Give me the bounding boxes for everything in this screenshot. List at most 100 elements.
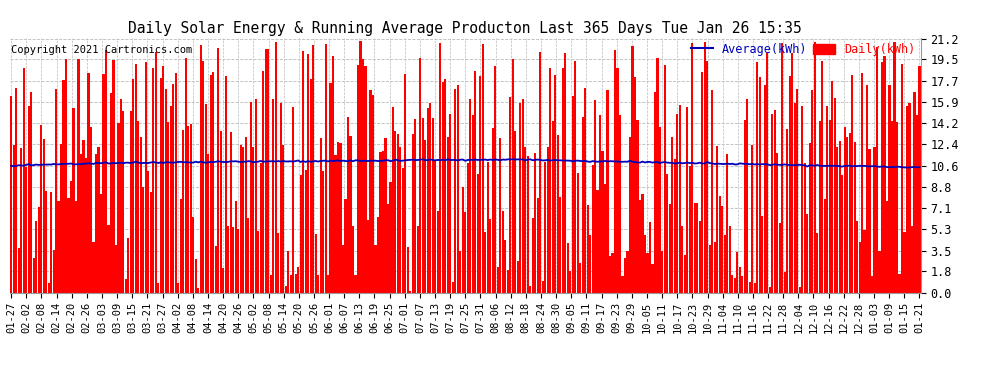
Bar [100, 194, 102, 292]
Bar [761, 216, 763, 292]
Bar [479, 76, 481, 292]
Bar [584, 88, 586, 292]
Bar [888, 84, 891, 292]
Bar [164, 89, 167, 292]
Bar [262, 71, 264, 292]
Bar [454, 89, 456, 292]
Bar [115, 245, 117, 292]
Bar [345, 200, 346, 292]
Bar [217, 48, 220, 292]
Bar [674, 159, 676, 292]
Bar [717, 146, 719, 292]
Bar [235, 201, 237, 292]
Bar [372, 94, 374, 292]
Bar [671, 137, 673, 292]
Bar [806, 213, 808, 292]
Bar [494, 66, 496, 292]
Bar [659, 128, 661, 292]
Bar [502, 211, 504, 292]
Bar [205, 104, 207, 292]
Bar [497, 267, 499, 292]
Bar [542, 281, 544, 292]
Bar [367, 220, 369, 292]
Bar [192, 217, 194, 292]
Bar [284, 286, 287, 292]
Bar [619, 115, 621, 292]
Bar [676, 114, 678, 292]
Bar [369, 90, 371, 292]
Bar [45, 191, 48, 292]
Bar [238, 229, 240, 292]
Bar [727, 154, 729, 292]
Bar [599, 115, 601, 292]
Bar [259, 163, 261, 292]
Bar [711, 90, 714, 292]
Bar [289, 275, 292, 292]
Bar [75, 201, 77, 292]
Bar [706, 61, 709, 292]
Bar [120, 99, 122, 292]
Bar [701, 72, 704, 292]
Bar [404, 74, 407, 292]
Bar [277, 232, 279, 292]
Bar [327, 274, 329, 292]
Bar [148, 171, 149, 292]
Bar [819, 121, 821, 292]
Bar [809, 143, 811, 292]
Bar [340, 143, 342, 292]
Bar [856, 221, 858, 292]
Bar [387, 204, 389, 292]
Bar [145, 62, 147, 292]
Bar [382, 151, 384, 292]
Bar [886, 201, 888, 292]
Bar [182, 130, 184, 292]
Bar [546, 147, 548, 292]
Bar [524, 147, 527, 292]
Bar [564, 53, 566, 292]
Bar [140, 137, 142, 292]
Bar [739, 267, 741, 292]
Bar [899, 274, 901, 292]
Bar [574, 61, 576, 292]
Bar [412, 134, 414, 292]
Bar [118, 123, 120, 292]
Bar [816, 233, 818, 292]
Bar [40, 125, 43, 292]
Bar [571, 96, 573, 292]
Bar [734, 278, 736, 292]
Bar [123, 111, 125, 292]
Bar [704, 42, 706, 292]
Bar [646, 253, 648, 292]
Bar [464, 212, 466, 292]
Bar [916, 116, 918, 292]
Bar [537, 198, 539, 292]
Bar [779, 223, 781, 292]
Bar [384, 138, 386, 292]
Bar [317, 275, 319, 292]
Bar [374, 244, 376, 292]
Bar [177, 283, 179, 292]
Bar [784, 273, 786, 292]
Bar [240, 145, 242, 292]
Bar [766, 53, 768, 292]
Bar [919, 66, 921, 292]
Bar [609, 256, 611, 292]
Bar [632, 46, 634, 292]
Bar [300, 176, 302, 292]
Bar [627, 251, 629, 292]
Bar [661, 252, 663, 292]
Bar [737, 252, 739, 292]
Bar [167, 122, 169, 292]
Bar [861, 74, 863, 292]
Bar [719, 196, 721, 292]
Bar [249, 102, 251, 292]
Bar [873, 147, 875, 292]
Bar [551, 121, 553, 292]
Bar [230, 132, 232, 292]
Bar [197, 288, 199, 292]
Bar [143, 188, 145, 292]
Bar [846, 136, 848, 292]
Bar [482, 44, 484, 292]
Bar [427, 108, 429, 292]
Bar [397, 134, 399, 292]
